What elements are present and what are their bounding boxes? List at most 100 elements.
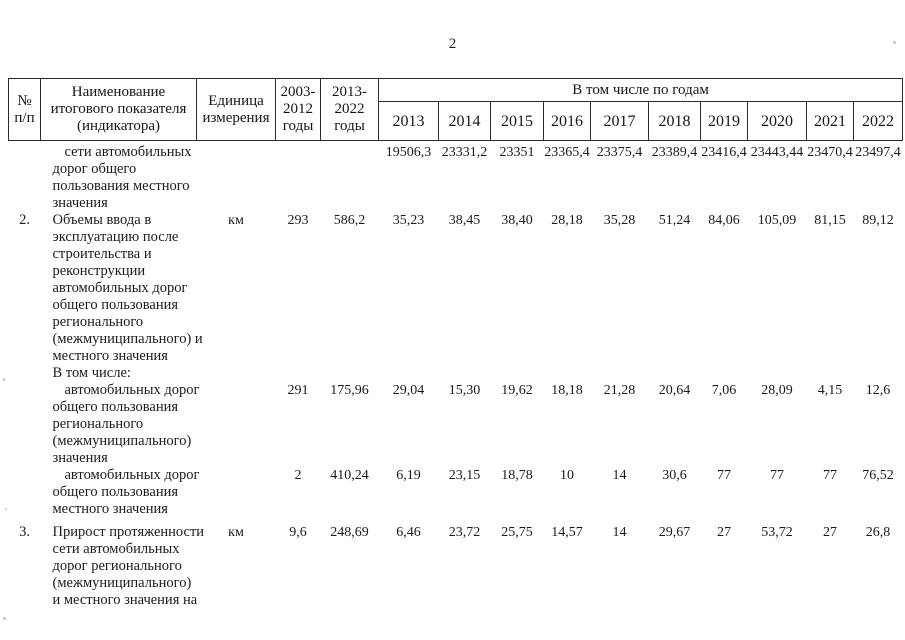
year-value-cell: 20,64 [658,383,691,398]
year-value-cell: 18,18 [551,383,583,398]
header-year-2018: 2018 [648,101,701,141]
header-2003-2012: 2003- 2012 годы [275,78,321,141]
year-value-cell: 35,28 [603,213,636,228]
total-2013-2022-cell [321,141,379,213]
year-value-cell: 14 [612,468,627,483]
indicators-table: № п/п Наименование итогового показателя … [8,78,904,610]
unit-cell [197,141,276,213]
table-row: 2. Объемы ввода в эксплуатацию после стр… [9,212,903,382]
header-2013-2022: 2013- 2022 годы [320,78,379,141]
header-year-2021: 2021 [806,101,854,141]
total-2003-2012-cell: 9,6 [289,525,307,540]
year-value-cell: 23,72 [448,525,481,540]
year-value-cell: 23497,4 [855,145,901,160]
year-value-cell: 23470,4 [807,145,853,160]
unit-cell: км [228,525,244,540]
scan-artifact [3,617,6,620]
total-2013-2022-cell: 586,2 [333,213,366,228]
year-value-cell: 19,62 [501,383,533,398]
year-value-cell: 14,57 [551,525,583,540]
year-value-cell: 77 [717,468,731,483]
year-value-cell: 28,09 [761,383,793,398]
year-value-cell: 12,6 [865,383,891,398]
year-value-cell: 35,23 [392,213,425,228]
year-value-cell: 23416,4 [701,145,747,160]
year-value-cell: 27 [717,525,731,540]
year-value-cell: 77 [823,468,837,483]
page-number: 2 [448,36,457,52]
year-value-cell: 23365,4 [544,145,590,160]
scan-artifact [893,41,896,44]
indicator-name-cell: автомобильных дорог общего пользования м… [52,467,200,517]
unit-cell [197,382,276,467]
row-num-cell [9,382,41,467]
table-row: сети автомобильных дорог общего пользова… [9,141,903,213]
unit-cell [197,467,276,518]
year-value-cell: 18,78 [501,468,533,483]
year-value-cell: 51,24 [658,213,691,228]
year-value-cell: 38,40 [501,213,533,228]
header-row-top: № п/п Наименование итогового показателя … [8,78,904,141]
year-value-cell: 84,06 [708,213,740,228]
header-unit: Единица измерения [196,78,276,141]
year-value-cell: 105,09 [757,213,797,228]
header-year-2019: 2019 [700,101,748,141]
table-header: № п/п Наименование итогового показателя … [8,78,904,141]
unit-cell: км [228,213,244,228]
header-year-2022: 2022 [852,101,904,141]
year-value-cell: 4,15 [817,383,843,398]
header-indicator-name: Наименование итогового показателя (индик… [40,78,197,141]
header-num: № п/п [8,78,41,141]
total-2003-2012-cell: 2 [294,468,302,483]
table-row: автомобильных дорог общего пользования м… [9,467,903,518]
indicator-name-cell: Прирост протяженности сети автомобильных… [52,524,205,608]
row-num-cell [9,467,41,518]
header-year-2013: 2013 [378,101,439,141]
year-value-cell: 28,18 [551,213,583,228]
total-2003-2012-cell: 291 [287,383,309,398]
table-row: автомобильных дорог общего пользования р… [9,382,903,467]
header-year-2016: 2016 [543,101,591,141]
year-value-cell: 53,72 [761,525,793,540]
year-value-cell: 81,15 [814,213,846,228]
year-value-cell: 23,15 [448,468,481,483]
year-value-cell: 89,12 [862,213,894,228]
year-value-cell: 30,6 [662,468,687,483]
year-value-cell: 23351 [499,145,535,160]
year-value-cell: 10 [560,468,574,483]
table-row: 3. Прирост протяженности сети автомобиль… [9,518,903,609]
year-value-cell: 27 [823,525,837,540]
year-value-cell: 23331,2 [441,145,488,160]
year-value-cell: 21,28 [603,383,636,398]
total-2013-2022-cell: 410,24 [330,468,369,483]
year-value-cell: 25,75 [501,525,533,540]
year-value-cell: 23375,4 [596,145,643,160]
total-2003-2012-cell [276,141,321,213]
indicator-name-cell: сети автомобильных дорог общего пользова… [52,144,192,211]
year-value-cell: 19506,3 [385,145,432,160]
year-value-cell: 14 [612,525,627,540]
scan-artifact [5,508,7,510]
year-value-cell: 15,30 [448,383,481,398]
row-num-cell [9,141,41,213]
indicator-name-cell: автомобильных дорог общего пользования р… [52,382,200,466]
header-row-years: 2013 2014 2015 2016 2017 2018 2019 2020 … [9,101,904,141]
year-value-cell: 38,45 [448,213,481,228]
row-num-cell: 3. [19,524,30,540]
total-2003-2012-cell: 293 [287,213,309,228]
year-value-cell: 29,67 [658,525,691,540]
row-num-cell: 2. [19,212,30,228]
year-value-cell: 77 [770,468,784,483]
table-body: сети автомобильных дорог общего пользова… [9,141,903,610]
year-value-cell: 29,04 [392,383,425,398]
year-value-cell: 23443,44 [750,145,804,160]
year-value-cell: 23389,4 [651,145,698,160]
year-value-cell: 76,52 [862,468,894,483]
header-years-group: В том числе по годам [377,78,904,102]
scan-artifact [3,378,5,381]
header-year-2017: 2017 [590,101,649,141]
year-value-cell: 6,46 [396,525,421,540]
header-year-2020: 2020 [747,101,807,141]
year-value-cell: 6,19 [396,468,421,483]
